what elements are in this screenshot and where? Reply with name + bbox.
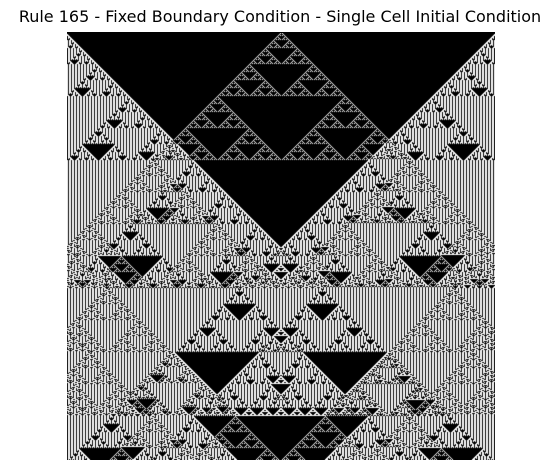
figure-title: Rule 165 - Fixed Boundary Condition - Si… <box>18 7 542 26</box>
cellular-automaton-pattern <box>67 32 495 460</box>
plot-top-border <box>67 32 495 33</box>
